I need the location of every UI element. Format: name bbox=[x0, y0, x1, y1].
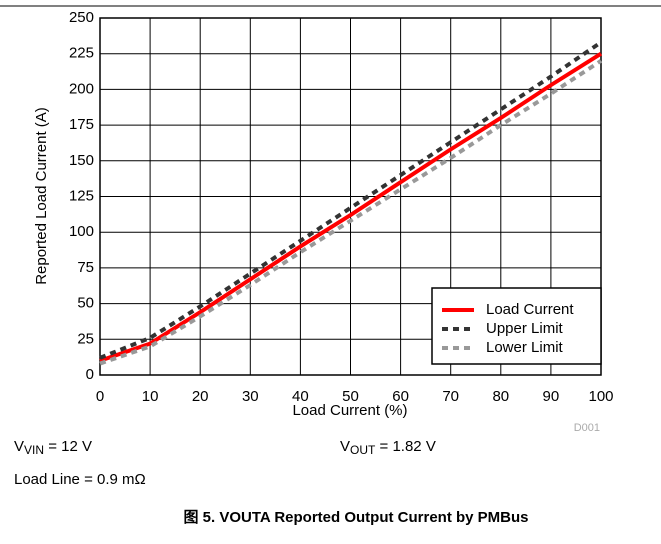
legend-label: Lower Limit bbox=[486, 339, 564, 356]
x-tick-label: 0 bbox=[96, 388, 104, 405]
y-tick-label: 50 bbox=[77, 295, 94, 312]
y-tick-label: 225 bbox=[69, 45, 94, 62]
y-tick-label: 0 bbox=[86, 366, 94, 383]
x-tick-label: 80 bbox=[492, 388, 509, 405]
annotation: VVIN = 12 V bbox=[14, 438, 92, 457]
series-line bbox=[99, 40, 603, 360]
y-tick-label: 25 bbox=[77, 330, 94, 347]
x-tick-label: 20 bbox=[192, 388, 209, 405]
annotation-rest: = 12 V bbox=[44, 438, 92, 455]
y-axis-label: Reported Load Current (A) bbox=[33, 107, 50, 285]
y-tick-label: 200 bbox=[69, 80, 94, 97]
x-tick-label: 90 bbox=[543, 388, 560, 405]
x-tick-label: 60 bbox=[392, 388, 409, 405]
x-axis-label: Load Current (%) bbox=[292, 402, 407, 419]
annotation: VOUT = 1.82 V bbox=[340, 438, 436, 457]
y-tick-label: 175 bbox=[69, 116, 94, 133]
x-tick-label: 10 bbox=[142, 388, 159, 405]
annotation-main: V bbox=[340, 438, 350, 455]
y-tick-label: 100 bbox=[69, 223, 94, 240]
legend-box bbox=[431, 287, 602, 365]
annotation-main: V bbox=[14, 438, 24, 455]
y-tick-label: 150 bbox=[69, 152, 94, 169]
x-tick-label: 70 bbox=[442, 388, 459, 405]
caption: 图 5. VOUTA Reported Output Current by PM… bbox=[183, 509, 528, 526]
annotation-sub: OUT bbox=[350, 443, 376, 457]
y-tick-label: 125 bbox=[69, 187, 94, 204]
x-tick-label: 40 bbox=[292, 388, 309, 405]
y-tick-label: 250 bbox=[69, 9, 94, 26]
y-tick-label: 75 bbox=[77, 259, 94, 276]
series-line bbox=[99, 52, 603, 363]
annotation: Load Line = 0.9 mΩ bbox=[14, 471, 146, 488]
x-tick-label: 30 bbox=[242, 388, 259, 405]
plot-frame bbox=[99, 17, 602, 376]
annotation-rest: = 1.82 V bbox=[375, 438, 435, 455]
legend-label: Load Current bbox=[486, 301, 574, 318]
legend-label: Upper Limit bbox=[486, 320, 564, 337]
figure-code: D001 bbox=[574, 422, 600, 434]
annotation-sub: VIN bbox=[24, 443, 44, 457]
x-tick-label: 100 bbox=[588, 388, 613, 405]
series-line bbox=[99, 59, 603, 366]
x-tick-label: 50 bbox=[342, 388, 359, 405]
